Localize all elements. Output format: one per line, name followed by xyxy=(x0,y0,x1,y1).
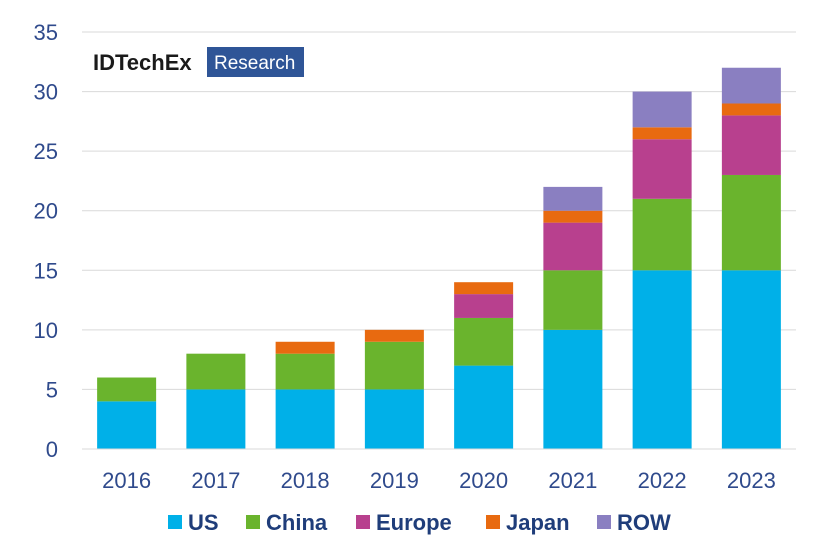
logo-sub: Research xyxy=(214,53,295,74)
x-axis-ticks: 2016 2017 2018 2019 2020 2021 2022 2023 xyxy=(102,468,776,493)
bar-japan-2021 xyxy=(543,210,603,223)
y-tick-label: 5 xyxy=(46,377,58,402)
gridlines xyxy=(82,31,796,390)
x-tick-label: 2019 xyxy=(370,468,419,493)
bar-china-2016 xyxy=(97,377,157,402)
bar-china-2018 xyxy=(275,353,335,390)
bar-us-2018 xyxy=(275,389,335,449)
bar-europe-2020 xyxy=(454,294,514,318)
bar-row-2021 xyxy=(543,186,603,211)
bar-china-2022 xyxy=(632,198,692,271)
bar-japan-2019 xyxy=(364,329,424,342)
legend-swatch-us xyxy=(168,515,182,529)
bar-china-2019 xyxy=(364,341,424,390)
idtechex-logo: IDTechEx Research xyxy=(93,47,304,77)
x-tick-label: 2020 xyxy=(459,468,508,493)
legend-swatch-japan xyxy=(486,515,500,529)
legend-swatch-row xyxy=(597,515,611,529)
logo-brand: IDTechEx xyxy=(93,50,192,75)
y-tick-label: 20 xyxy=(34,199,58,224)
bar-us-2023 xyxy=(721,270,781,449)
legend-label-china: China xyxy=(266,510,328,535)
legend-label-europe: Europe xyxy=(376,510,452,535)
y-axis-ticks: 0 5 10 15 20 25 30 35 xyxy=(34,20,58,462)
bar-europe-2022 xyxy=(632,139,692,199)
logo-badge xyxy=(207,47,304,77)
bar-china-2021 xyxy=(543,270,603,330)
bar-us-2016 xyxy=(97,401,157,449)
legend-swatch-china xyxy=(246,515,260,529)
x-tick-label: 2021 xyxy=(548,468,597,493)
x-tick-label: 2018 xyxy=(281,468,330,493)
bar-japan-2023 xyxy=(721,103,781,116)
x-tick-label: 2016 xyxy=(102,468,151,493)
bar-us-2021 xyxy=(543,329,603,449)
legend-label-us: US xyxy=(188,510,219,535)
bars xyxy=(97,67,781,449)
y-tick-label: 15 xyxy=(34,258,58,283)
bar-us-2022 xyxy=(632,270,692,449)
bar-china-2017 xyxy=(186,353,246,390)
legend-label-japan: Japan xyxy=(506,510,570,535)
legend-swatch-europe xyxy=(356,515,370,529)
x-tick-label: 2022 xyxy=(638,468,687,493)
bar-china-2023 xyxy=(721,174,781,271)
bar-japan-2018 xyxy=(275,341,335,354)
bar-japan-2022 xyxy=(632,127,692,140)
bar-us-2020 xyxy=(454,365,514,449)
legend-label-row: ROW xyxy=(617,510,671,535)
bar-row-2022 xyxy=(632,91,692,128)
y-tick-label: 35 xyxy=(34,20,58,45)
bar-row-2023 xyxy=(721,67,781,104)
bar-china-2020 xyxy=(454,317,514,366)
x-tick-label: 2017 xyxy=(191,468,240,493)
x-tick-label: 2023 xyxy=(727,468,776,493)
bar-us-2017 xyxy=(186,389,246,449)
y-tick-label: 10 xyxy=(34,318,58,343)
y-tick-label: 30 xyxy=(34,80,58,105)
bar-japan-2020 xyxy=(454,282,514,295)
legend: US China Europe Japan ROW xyxy=(168,510,671,535)
y-tick-label: 0 xyxy=(46,437,58,462)
bar-us-2019 xyxy=(364,389,424,449)
y-tick-label: 25 xyxy=(34,139,58,164)
bar-europe-2021 xyxy=(543,222,603,271)
bar-europe-2023 xyxy=(721,115,781,175)
